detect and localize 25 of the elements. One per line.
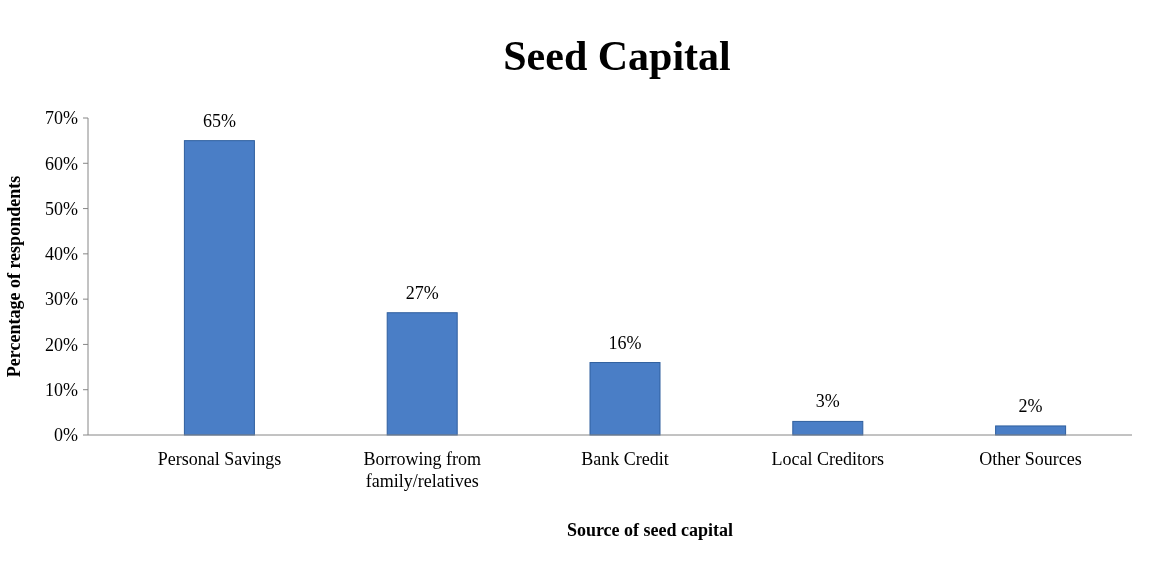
x-tick-label: Bank Credit [581,449,669,469]
y-tick-label: 40% [45,244,78,265]
data-label: 16% [608,332,642,353]
bar [183,140,255,436]
y-axis-title: Percentage of respondents [4,175,24,378]
bar [589,362,661,436]
bar [995,425,1067,436]
data-label: 27% [405,282,439,303]
y-tick-label: 70% [45,108,78,129]
x-tick-label: Personal Savings [157,449,282,469]
data-label: 65% [202,110,236,131]
data-label: 2% [1018,395,1043,416]
y-tick-label: 0% [54,425,78,446]
y-tick-label: 60% [45,153,78,174]
data-label: 3% [815,391,840,412]
y-tick-label: 20% [45,334,78,355]
bar [386,312,458,436]
y-tick-label: 50% [45,198,78,219]
y-tick-label: 10% [45,380,78,401]
y-tick-label: 30% [45,289,78,310]
chart-title: Seed Capital [503,33,731,79]
x-tick-label: Local Creditors [771,449,885,469]
x-tick-label: Other Sources [979,449,1082,469]
x-axis-title: Source of seed capital [566,520,734,540]
x-tick-label: Borrowing from family/relatives [363,449,481,491]
